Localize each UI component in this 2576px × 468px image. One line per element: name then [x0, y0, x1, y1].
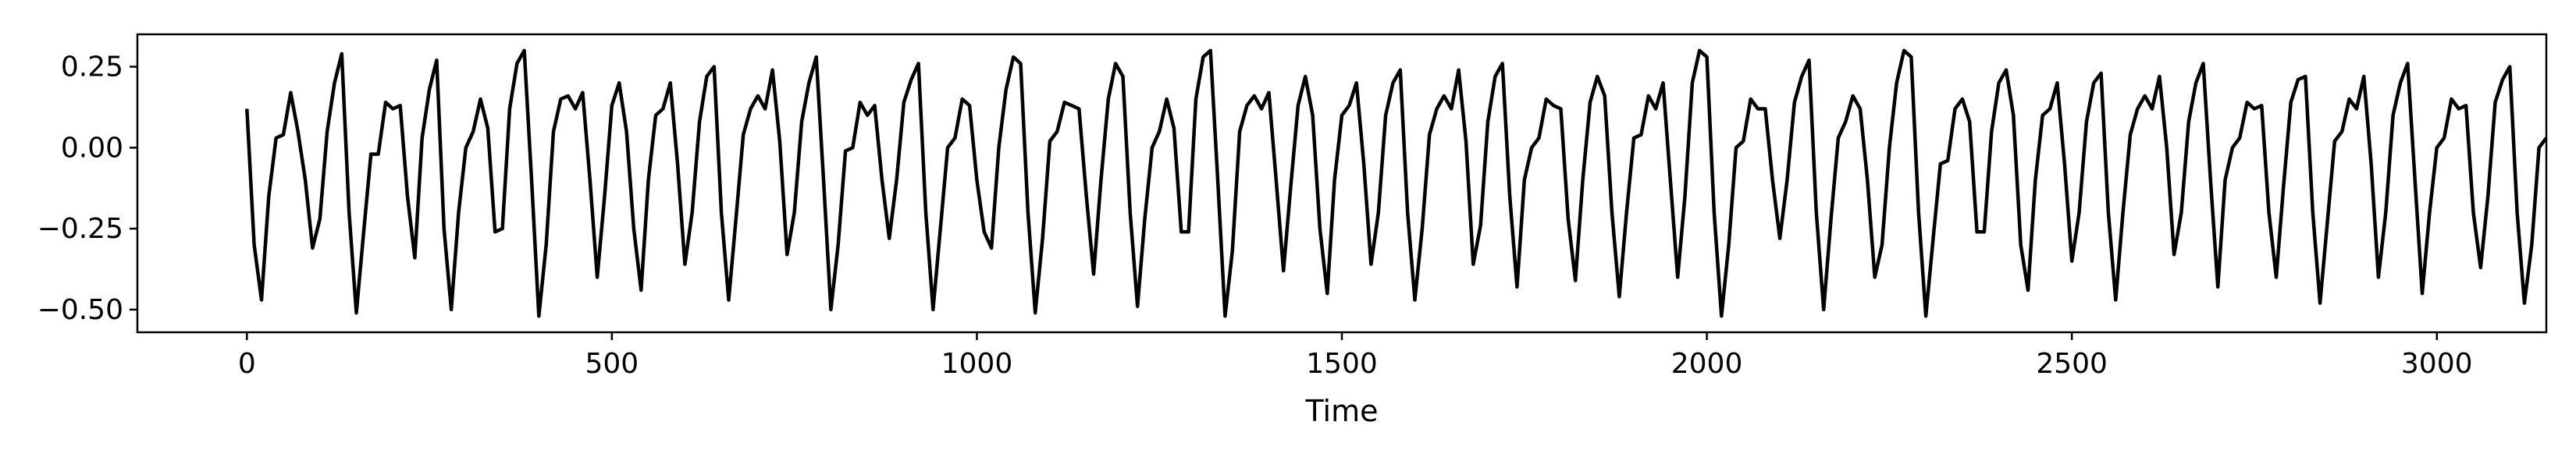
y-tick-label: 0.25: [61, 51, 123, 83]
x-tick-label: 0: [238, 348, 256, 380]
x-tick-label: 1000: [941, 348, 1013, 380]
series-line: [245, 48, 2548, 318]
x-tick-label: 2500: [2036, 348, 2108, 380]
y-tick-label: 0.00: [61, 132, 123, 164]
x-axis: 0 500 1000 1500 2000 2500 3000: [238, 332, 2473, 380]
x-tick-label: 2000: [1671, 348, 1743, 380]
y-tick-label: −0.50: [37, 294, 123, 326]
x-tick-label: 3000: [2401, 348, 2473, 380]
plot-area: [137, 34, 2546, 332]
y-tick-label: −0.25: [37, 213, 123, 245]
x-axis-label: Time: [1305, 394, 1379, 428]
x-tick-label: 500: [585, 348, 639, 380]
plot-clip-group: [245, 48, 2548, 318]
x-tick-label: 1500: [1306, 348, 1378, 380]
y-axis: 0.25 0.00 −0.25 −0.50: [37, 51, 137, 326]
